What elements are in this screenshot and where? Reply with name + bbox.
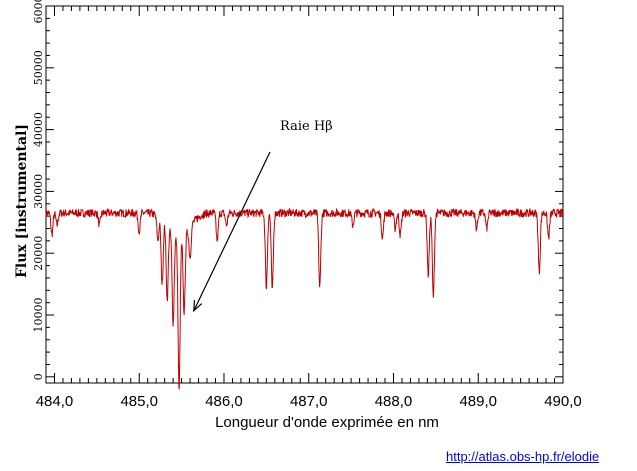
axes-frame: [45, 5, 564, 384]
x-tick-label: 490,0: [544, 393, 582, 410]
annotations: Raie Hβ: [193, 119, 333, 313]
x-tick-label: 487,0: [290, 393, 328, 410]
y-axis-ticks: 0 10000 20000 30000 40000 50000 60000: [32, 0, 563, 380]
y-tick-label: 60000: [32, 0, 45, 24]
y-tick-label: 20000: [32, 236, 45, 271]
spectrum-line: [45, 207, 564, 390]
x-tick-label: 488,0: [375, 393, 413, 410]
annotation-label: Raie Hβ: [280, 119, 333, 134]
x-tick-label: 486,0: [205, 393, 243, 410]
y-tick-label: 10000: [32, 298, 45, 333]
source-link[interactable]: http://atlas.obs-hp.fr/elodie: [446, 449, 600, 464]
spectrum-series: [45, 207, 564, 390]
x-axis-label: Longueur d'onde exprimée en nm: [215, 414, 439, 431]
y-tick-label: 50000: [32, 50, 45, 85]
y-tick-label: 30000: [32, 174, 45, 209]
plot-frame: [45, 5, 564, 384]
x-tick-label: 485,0: [120, 393, 158, 410]
x-axis-ticks: 484,0 485,0 486,0 487,0 488,0 489,0 490,0: [36, 6, 582, 410]
x-tick-label: 489,0: [459, 393, 497, 410]
x-tick-label: 484,0: [36, 393, 74, 410]
y-axis-label: Flux [instrumental]: [14, 124, 30, 278]
y-tick-label: 0: [32, 373, 45, 380]
arrow-head: [193, 300, 203, 313]
y-tick-label: 40000: [32, 112, 45, 147]
annotation-arrow: [193, 151, 271, 312]
